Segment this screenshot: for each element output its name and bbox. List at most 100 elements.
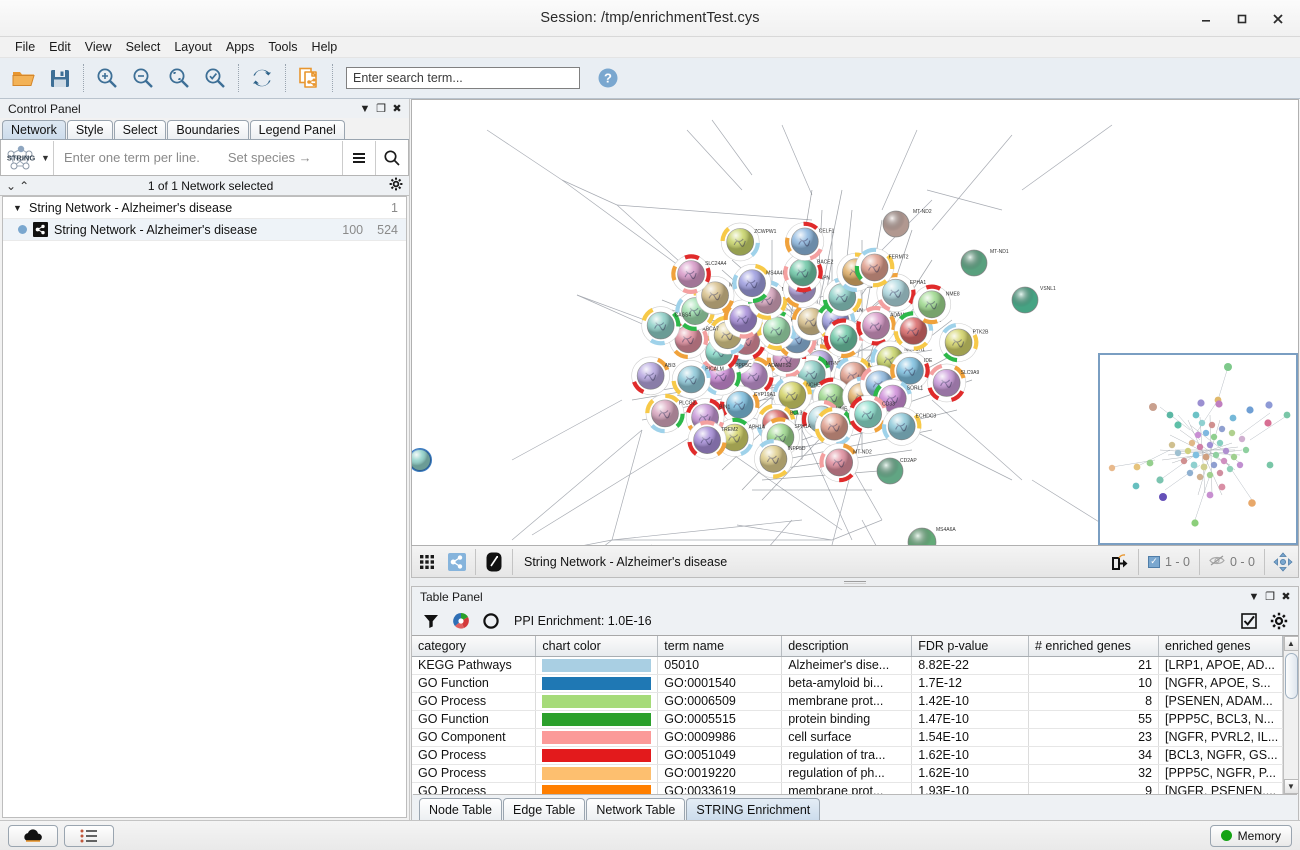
col-enriched-count[interactable]: # enriched genes bbox=[1028, 636, 1160, 657]
new-network-icon[interactable] bbox=[291, 60, 327, 96]
network-node[interactable] bbox=[412, 448, 432, 472]
table-vertical-scrollbar[interactable]: ▲ ▼ bbox=[1283, 636, 1298, 794]
menu-apps[interactable]: Apps bbox=[225, 40, 255, 54]
refresh-icon[interactable] bbox=[244, 60, 280, 96]
cloud-icon[interactable] bbox=[8, 824, 58, 847]
node-selection-checkbox-icon[interactable]: ✓ bbox=[1147, 555, 1160, 568]
menu-help[interactable]: Help bbox=[311, 40, 338, 54]
control-panel-menu-icon[interactable]: ▼ bbox=[359, 102, 371, 115]
settings-gear-icon[interactable] bbox=[1266, 608, 1292, 634]
network-item-row[interactable]: String Network - Alzheimer's disease 100… bbox=[3, 219, 406, 241]
donut-chart-icon[interactable] bbox=[478, 608, 504, 634]
zoom-fit-selected-icon[interactable] bbox=[161, 60, 197, 96]
scroll-thumb[interactable] bbox=[1284, 653, 1298, 699]
network-node[interactable]: MS4A4E bbox=[732, 263, 786, 304]
menu-edit[interactable]: Edit bbox=[49, 40, 71, 54]
tab-network-table[interactable]: Network Table bbox=[586, 798, 686, 820]
network-node[interactable]: CASS4 bbox=[641, 306, 692, 346]
col-description[interactable]: description bbox=[781, 636, 913, 657]
string-dropdown-caret-icon[interactable]: ▼ bbox=[41, 152, 50, 163]
network-node[interactable]: SLC9A9 bbox=[927, 363, 980, 403]
scroll-down-arrow-icon[interactable]: ▼ bbox=[1283, 779, 1298, 794]
tab-select[interactable]: Select bbox=[113, 120, 167, 139]
enrichment-table[interactable]: category chart color term name descripti… bbox=[412, 636, 1283, 794]
search-input-wrapper[interactable] bbox=[346, 67, 580, 89]
network-node[interactable]: INPP5D bbox=[754, 439, 806, 479]
table-panel-float-icon[interactable]: ❐ bbox=[1265, 591, 1275, 603]
control-panel-close-icon[interactable]: ✖ bbox=[392, 103, 402, 115]
network-node[interactable]: ECHDC3 bbox=[881, 407, 937, 446]
fit-content-icon[interactable] bbox=[1268, 547, 1298, 577]
table-row[interactable]: GO Function GO:0001540 beta-amyloid bi... 1… bbox=[412, 674, 1283, 693]
network-node[interactable]: IDE bbox=[890, 351, 933, 391]
network-node[interactable]: CELF1 bbox=[785, 221, 835, 261]
network-node[interactable]: MT-ND2 bbox=[819, 443, 872, 483]
zoom-out-icon[interactable] bbox=[125, 60, 161, 96]
network-node[interactable]: MTHFD1L bbox=[814, 407, 872, 447]
collapse-all-icon[interactable]: ⌄ bbox=[6, 178, 17, 193]
menu-view[interactable]: View bbox=[84, 40, 112, 54]
network-list[interactable]: ▼ String Network - Alzheimer's disease 1… bbox=[2, 196, 407, 818]
string-network-icon[interactable] bbox=[442, 547, 472, 577]
menu-tools[interactable]: Tools bbox=[268, 40, 298, 54]
help-icon[interactable]: ? bbox=[590, 60, 626, 96]
network-node-layer[interactable]: MT-ND2MT-ND1VSNL1GAB2INS1IL1BSNCANCHEADA… bbox=[412, 100, 1298, 546]
network-node[interactable]: BACE2 bbox=[783, 252, 834, 293]
expand-all-icon[interactable]: ⌃ bbox=[19, 178, 30, 193]
table-row[interactable]: GO Function GO:0005515 protein binding 1.47… bbox=[412, 710, 1283, 729]
search-input[interactable] bbox=[351, 70, 575, 86]
close-button[interactable] bbox=[1260, 0, 1296, 37]
network-group-row[interactable]: ▼ String Network - Alzheimer's disease 1 bbox=[3, 197, 406, 219]
scroll-up-arrow-icon[interactable]: ▲ bbox=[1283, 636, 1298, 651]
tab-edge-table[interactable]: Edge Table bbox=[503, 798, 586, 820]
tab-style[interactable]: Style bbox=[66, 120, 113, 139]
menu-select[interactable]: Select bbox=[125, 40, 161, 54]
table-row[interactable]: GO Process GO:0051049 regulation of tra...… bbox=[412, 746, 1283, 765]
network-node[interactable]: NCHE bbox=[772, 375, 821, 416]
enrichment-table-body[interactable]: KEGG Pathways 05010 Alzheimer's dise... 8.8… bbox=[412, 656, 1283, 794]
maximize-button[interactable] bbox=[1224, 0, 1260, 37]
task-list-icon[interactable] bbox=[64, 824, 114, 847]
network-node[interactable]: TREM2 bbox=[687, 420, 738, 460]
memory-button[interactable]: Memory bbox=[1209, 824, 1292, 847]
network-node[interactable]: ADAM10 bbox=[856, 305, 910, 346]
network-node[interactable]: CD33 bbox=[848, 395, 895, 434]
table-row[interactable]: GO Process GO:0006509 membrane prot... 1.42… bbox=[412, 692, 1283, 711]
select-all-icon[interactable] bbox=[1236, 608, 1262, 634]
col-chart-color[interactable]: chart color bbox=[535, 636, 659, 657]
network-node[interactable]: PICALM bbox=[671, 360, 724, 399]
network-node[interactable]: CYP19A1 bbox=[719, 385, 776, 425]
table-row[interactable]: KEGG Pathways 05010 Alzheimer's dise... 8.8… bbox=[412, 656, 1283, 675]
tab-network[interactable]: Network bbox=[2, 120, 66, 139]
birds-eye-view[interactable] bbox=[1098, 353, 1298, 545]
expand-arrow-icon[interactable]: ▼ bbox=[13, 202, 22, 213]
tab-node-table[interactable]: Node Table bbox=[419, 798, 503, 820]
filter-icon[interactable] bbox=[418, 608, 444, 634]
network-node[interactable]: PTK2B bbox=[939, 322, 990, 363]
network-view[interactable]: MT-ND2 MT-ND1 VSNL1 ADAMTS2 SMUG1 TOMM40… bbox=[411, 99, 1299, 546]
tab-boundaries[interactable]: Boundaries bbox=[167, 120, 249, 139]
network-node[interactable]: FERMT2 bbox=[854, 247, 909, 288]
zoom-in-icon[interactable] bbox=[89, 60, 125, 96]
minimize-button[interactable] bbox=[1188, 0, 1224, 37]
string-query-input[interactable]: Enter one term per line. Set species → bbox=[53, 140, 342, 175]
control-panel-float-icon[interactable]: ❐ bbox=[376, 103, 386, 115]
search-icon[interactable] bbox=[375, 140, 408, 175]
network-node[interactable]: SLC24A4 bbox=[671, 254, 727, 294]
save-session-icon[interactable] bbox=[42, 60, 78, 96]
menu-layout[interactable]: Layout bbox=[174, 40, 212, 54]
network-node[interactable]: PLCG2 bbox=[645, 393, 696, 434]
grid-layout-icon[interactable] bbox=[412, 547, 442, 577]
hamburger-icon[interactable] bbox=[342, 140, 375, 175]
hidden-edge-icon[interactable] bbox=[1209, 554, 1225, 570]
table-panel-close-icon[interactable]: ✖ bbox=[1281, 591, 1291, 603]
export-icon[interactable] bbox=[1105, 547, 1135, 577]
col-enriched-genes[interactable]: enriched genes bbox=[1158, 636, 1283, 657]
table-panel-menu-icon[interactable]: ▼ bbox=[1248, 590, 1260, 603]
network-node[interactable]: NME8 bbox=[912, 284, 960, 325]
col-category[interactable]: category bbox=[412, 636, 537, 657]
table-row[interactable]: GO Component GO:0009986 cell surface 1.54E-… bbox=[412, 728, 1283, 747]
col-fdr-pvalue[interactable]: FDR p-value bbox=[911, 636, 1029, 657]
settings-gear-icon[interactable] bbox=[389, 177, 403, 194]
chart-color-icon[interactable] bbox=[448, 608, 474, 634]
